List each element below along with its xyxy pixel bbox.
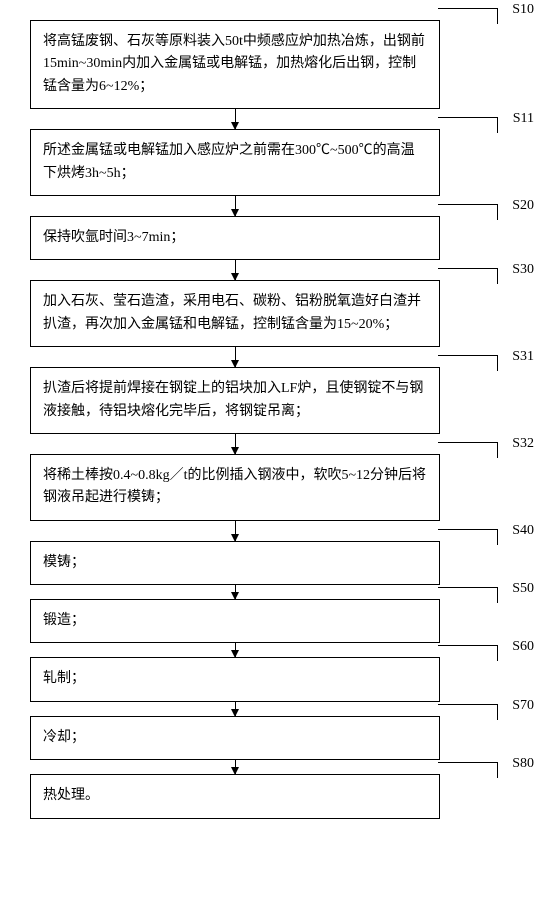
bracket-s20 [438,204,498,220]
step-label-s60: S60 [512,639,534,655]
step-s11: S11 所述金属锰或电解锰加入感应炉之前需在300℃~500℃的高温下烘烤3h~… [30,129,544,196]
arrow-s31 [235,434,236,454]
arrow-s70 [235,760,236,774]
arrow-s11 [235,196,236,216]
bracket-s31 [438,355,498,371]
step-s70: S70 冷却； [30,716,544,760]
step-s60: S60 轧制； [30,657,544,701]
step-s40: S40 模铸； [30,541,544,585]
step-box-s10: 将高锰废钢、石灰等原料装入50t中频感应炉加热冶炼，出钢前15min~30min… [30,20,440,109]
arrow-s20 [235,260,236,280]
bracket-s30 [438,268,498,284]
step-box-s70: 冷却； [30,716,440,760]
step-label-s10: S10 [512,2,534,18]
step-box-s80: 热处理。 [30,774,440,818]
step-label-s40: S40 [512,523,534,539]
step-box-s40: 模铸； [30,541,440,585]
step-label-s30: S30 [512,262,534,278]
arrow-s50 [235,643,236,657]
step-s10: S10 将高锰废钢、石灰等原料装入50t中频感应炉加热冶炼，出钢前15min~3… [30,20,544,109]
step-box-s30: 加入石灰、莹石造渣，采用电石、碳粉、铝粉脱氧造好白渣并扒渣，再次加入金属锰和电解… [30,280,440,347]
step-label-s11: S11 [513,111,534,127]
arrow-s30 [235,347,236,367]
step-label-s50: S50 [512,581,534,597]
step-s80: S80 热处理。 [30,774,544,818]
arrow-s10 [235,109,236,129]
bracket-s10 [438,8,498,24]
step-label-s80: S80 [512,756,534,772]
step-s32: S32 将稀土棒按0.4~0.8kg／t的比例插入钢液中，软吹5~12分钟后将钢… [30,454,544,521]
step-s50: S50 锻造； [30,599,544,643]
arrow-s32 [235,521,236,541]
step-box-s11: 所述金属锰或电解锰加入感应炉之前需在300℃~500℃的高温下烘烤3h~5h； [30,129,440,196]
bracket-s11 [438,117,498,133]
step-s31: S31 扒渣后将提前焊接在钢锭上的铝块加入LF炉，且使钢锭不与钢液接触，待铝块熔… [30,367,544,434]
bracket-s70 [438,704,498,720]
arrow-s60 [235,702,236,716]
step-s30: S30 加入石灰、莹石造渣，采用电石、碳粉、铝粉脱氧造好白渣并扒渣，再次加入金属… [30,280,544,347]
step-label-s31: S31 [512,349,534,365]
step-box-s60: 轧制； [30,657,440,701]
step-label-s20: S20 [512,198,534,214]
flowchart-container: S10 将高锰废钢、石灰等原料装入50t中频感应炉加热冶炼，出钢前15min~3… [30,20,544,819]
step-box-s31: 扒渣后将提前焊接在钢锭上的铝块加入LF炉，且使钢锭不与钢液接触，待铝块熔化完毕后… [30,367,440,434]
bracket-s50 [438,587,498,603]
bracket-s60 [438,645,498,661]
bracket-s40 [438,529,498,545]
arrow-s40 [235,585,236,599]
step-label-s70: S70 [512,698,534,714]
step-box-s32: 将稀土棒按0.4~0.8kg／t的比例插入钢液中，软吹5~12分钟后将钢液吊起进… [30,454,440,521]
step-box-s50: 锻造； [30,599,440,643]
step-s20: S20 保持吹氩时间3~7min； [30,216,544,260]
bracket-s80 [438,762,498,778]
step-label-s32: S32 [512,436,534,452]
bracket-s32 [438,442,498,458]
step-box-s20: 保持吹氩时间3~7min； [30,216,440,260]
